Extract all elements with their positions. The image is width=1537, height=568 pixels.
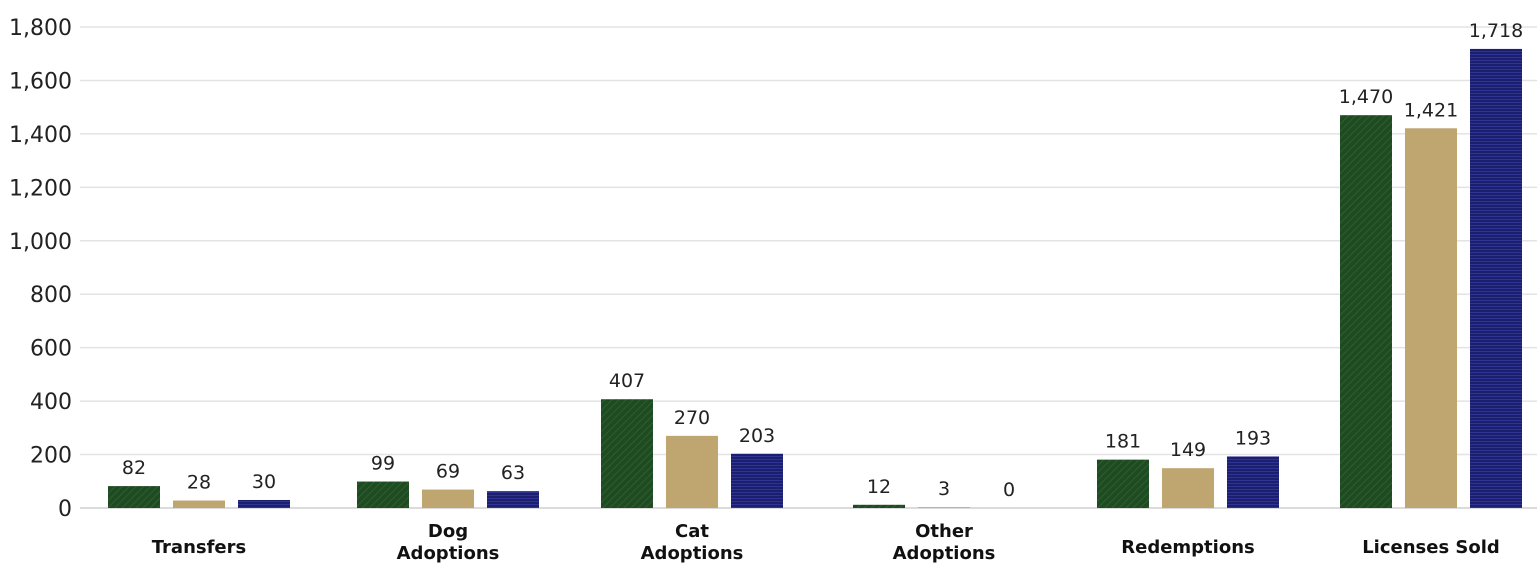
category-label: Adoptions [397, 543, 500, 564]
category-label: Adoptions [641, 543, 744, 564]
bar [357, 481, 409, 508]
category-label: Other [915, 521, 973, 542]
bar-value-label: 270 [674, 407, 710, 429]
bar-value-label: 149 [1170, 439, 1206, 461]
bar [731, 453, 783, 508]
bar-value-label: 203 [739, 425, 775, 447]
y-tick-label: 0 [58, 497, 72, 522]
y-tick-label: 400 [30, 390, 72, 415]
bar-value-label: 1,718 [1469, 20, 1523, 42]
bar-value-label: 181 [1105, 431, 1141, 453]
y-tick-label: 600 [30, 337, 72, 362]
bar-value-label: 1,470 [1339, 86, 1393, 108]
bar-value-label: 407 [609, 370, 645, 392]
bar-value-label: 193 [1235, 427, 1271, 449]
category-label: Redemptions [1121, 537, 1254, 558]
y-tick-label: 1,600 [9, 69, 72, 94]
gridlines [80, 26, 1537, 509]
category-label: Transfers [152, 537, 246, 558]
y-axis-tick-labels: 0 200 400 600 800 1,000 1,200 1,400 1,600 1,800 [9, 16, 72, 522]
bar [1162, 468, 1214, 508]
bar-value-label: 1,421 [1404, 99, 1458, 121]
bar-value-label: 0 [1003, 479, 1015, 501]
y-tick-label: 200 [30, 444, 72, 469]
bar [1405, 128, 1457, 508]
bar-value-label: 82 [122, 457, 146, 479]
category-label: Dog [428, 521, 468, 542]
y-tick-label: 800 [30, 283, 72, 308]
bar [238, 499, 290, 508]
data-labels: 82 99 407 12 181 1,470 28 69 270 3 149 1,421 30 63 203… [122, 20, 1523, 501]
bar [1227, 456, 1279, 508]
bar [853, 504, 905, 508]
bar [666, 435, 718, 508]
x-axis-category-labels: TransfersDogAdoptionsCatAdoptionsOtherAd… [152, 521, 1500, 564]
bar [487, 491, 539, 508]
bar [1470, 48, 1522, 508]
bar-value-label: 3 [938, 478, 950, 500]
y-tick-label: 1,800 [9, 16, 72, 41]
bar-value-label: 63 [501, 462, 525, 484]
y-tick-label: 1,200 [9, 176, 72, 201]
bar [918, 507, 970, 508]
category-label: Licenses Sold [1362, 537, 1500, 558]
bar [601, 399, 653, 508]
category-label: Adoptions [893, 543, 996, 564]
y-tick-label: 1,400 [9, 123, 72, 148]
category-label: Cat [675, 521, 709, 542]
bars [108, 48, 1522, 508]
bar [1340, 115, 1392, 508]
bar [1097, 459, 1149, 508]
bar-value-label: 30 [252, 471, 276, 493]
bar-value-label: 99 [371, 453, 395, 475]
bar [108, 486, 160, 508]
bar [422, 489, 474, 508]
y-tick-label: 1,000 [9, 230, 72, 255]
bar [173, 500, 225, 508]
bar-value-label: 69 [436, 461, 460, 483]
bar-value-label: 12 [867, 476, 891, 498]
bar-value-label: 28 [187, 472, 211, 494]
